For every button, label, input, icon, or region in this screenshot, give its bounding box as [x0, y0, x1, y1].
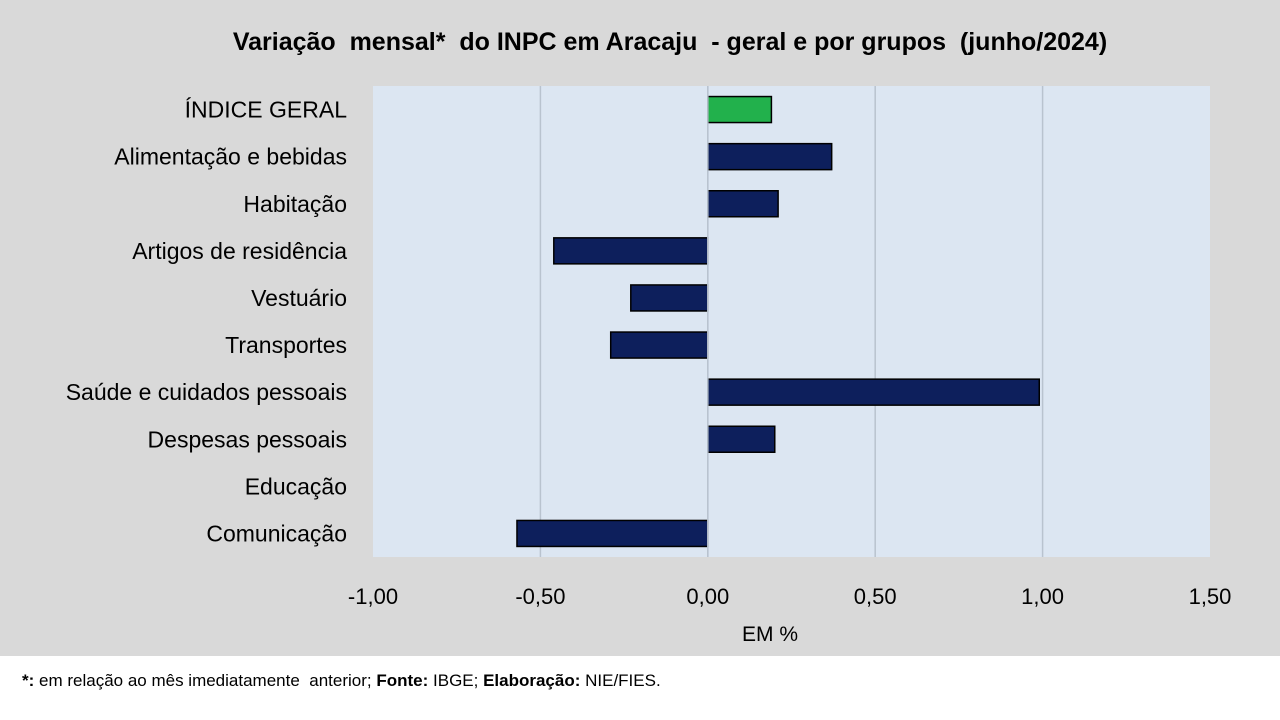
chart-title: Variação mensal* do INPC em Aracaju - ge… [232, 28, 1108, 56]
category-label: Despesas pessoais [148, 426, 347, 452]
elaboration-label: Elaboração: [483, 671, 581, 690]
elaboration-value: NIE/FIES. [580, 671, 661, 690]
bar-4 [630, 284, 709, 312]
x-tick-label: 1,00 [1021, 584, 1064, 609]
x-axis-label: EM % [742, 623, 798, 646]
footnote-area [0, 656, 1280, 720]
x-tick-label: 0,50 [854, 584, 897, 609]
bar-9 [516, 519, 709, 548]
x-tick-label: -0,50 [515, 584, 565, 609]
category-label: Vestuário [251, 285, 347, 311]
category-label: Comunicação [206, 520, 347, 546]
bar-1 [707, 142, 833, 171]
bar-7 [707, 425, 776, 453]
category-label: Transportes [225, 332, 347, 358]
category-label: ÍNDICE GERAL [185, 97, 348, 123]
x-tick-label: 0,00 [686, 584, 729, 609]
category-label: Artigos de residência [132, 238, 347, 264]
x-tick-label: -1,00 [348, 584, 398, 609]
source-label: Fonte: [376, 671, 429, 690]
bar-5 [609, 331, 709, 359]
category-label: Saúde e cuidados pessoais [66, 379, 347, 405]
bar-0 [707, 95, 773, 124]
category-label: Educação [245, 473, 347, 499]
category-label: Alimentação e bebidas [114, 144, 347, 170]
bar-6 [707, 378, 1041, 406]
x-tick-label: 1,50 [1189, 584, 1232, 609]
category-label: Habitação [243, 191, 347, 217]
footnote: *: em relação ao mês imediatamente anter… [22, 671, 661, 691]
footnote-mark: *: [22, 671, 35, 690]
footnote-text: em relação ao mês imediatamente anterior… [34, 671, 377, 690]
bar-3 [553, 237, 709, 265]
bar-2 [707, 190, 779, 218]
source-value: IBGE; [428, 671, 484, 690]
